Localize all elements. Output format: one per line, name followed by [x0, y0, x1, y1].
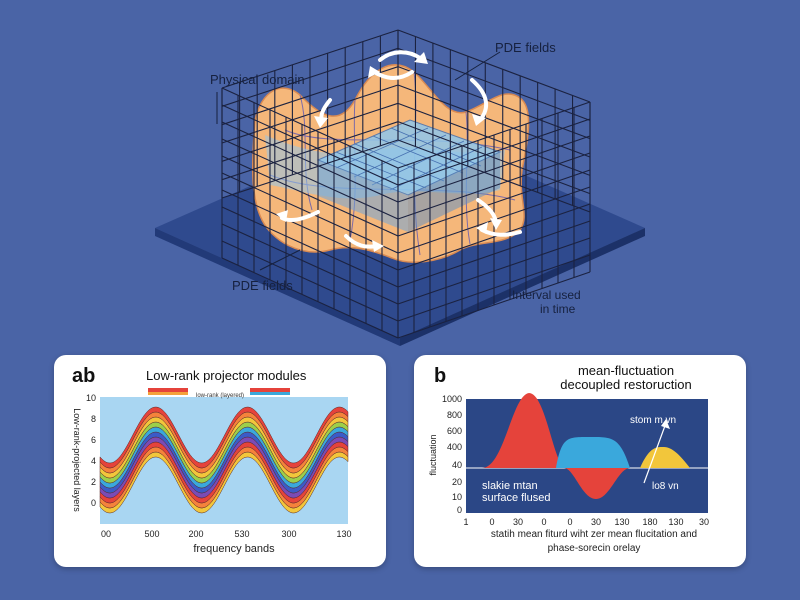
- tick-label: 800: [447, 410, 462, 420]
- caption-line2: phase-sorecin orelay: [548, 543, 641, 554]
- label-time-line2: in time: [540, 302, 576, 316]
- tick-label: 40: [452, 460, 462, 470]
- panel-b-ylabel: fluctuation: [428, 434, 438, 475]
- panel-b-letter: b: [434, 365, 447, 387]
- annotation-top: stom m vn: [630, 415, 676, 426]
- yellow-lobe: [640, 446, 690, 468]
- tick-label: 0: [489, 517, 494, 527]
- arrow-head-icon: [368, 66, 380, 78]
- arrow-head-icon: [372, 240, 384, 252]
- tick-label: 130: [614, 517, 629, 527]
- tick-label: 10: [86, 393, 96, 403]
- tick-label: 00: [101, 529, 111, 539]
- inner-label-line2: surface flused: [482, 492, 550, 504]
- label-pde-fields-top: PDE fields: [495, 40, 556, 55]
- wireframe-cage: [221, 29, 591, 339]
- label-physical-domain: Physical domain: [210, 72, 305, 87]
- tick-label: 4: [91, 456, 96, 466]
- tick-label: 8: [91, 414, 96, 424]
- panel-a-ylabel: Low-rank-projected layers: [72, 408, 82, 512]
- caption-line1: statih mean fiturd wiht zer mean flucita…: [491, 529, 697, 540]
- arrow-head-icon: [414, 52, 428, 64]
- tick-label: 2: [91, 477, 96, 487]
- inner-label-line1: slakie mtan: [482, 480, 538, 492]
- tick-label: 0: [457, 505, 462, 515]
- annotation-low: lo8 vn: [652, 481, 679, 492]
- arrow-head-icon: [472, 114, 486, 126]
- arrow-head-icon: [314, 116, 328, 128]
- tick-label: 6: [91, 435, 96, 445]
- tick-label: 0: [91, 498, 96, 508]
- panel-b-title-line2: decoupled restoruction: [560, 377, 692, 392]
- panel-a-xlabel: frequency bands: [193, 543, 275, 555]
- leader-lines: [216, 51, 501, 271]
- tick-label: 30: [513, 517, 523, 527]
- tick-label: 1000: [442, 394, 462, 404]
- panel-b-plot: stom m vn lo8 vn slakie mtan surface flu…: [428, 393, 709, 554]
- tick-label: 200: [188, 529, 203, 539]
- tick-label: 530: [234, 529, 249, 539]
- wave-band: [99, 406, 349, 469]
- tick-label: 1: [463, 517, 468, 527]
- annotation-arrow: [643, 422, 667, 484]
- rotation-arrows: [276, 50, 522, 252]
- blue-lobe: [556, 436, 630, 468]
- arrow-icon: [378, 50, 422, 62]
- tick-label: 130: [668, 517, 683, 527]
- tick-label: 500: [144, 529, 159, 539]
- tick-label: 30: [591, 517, 601, 527]
- tick-label: 600: [447, 426, 462, 436]
- tick-label: 20: [452, 477, 462, 487]
- tick-label: 130: [336, 529, 351, 539]
- panel-b: b mean-fluctuation decoupled restoructio…: [414, 355, 746, 567]
- tick-label: 0: [567, 517, 572, 527]
- legend: low-rank (layered): [148, 388, 290, 399]
- tick-label: 10: [452, 492, 462, 502]
- panel-b-title-line1: mean-fluctuation: [577, 363, 675, 378]
- legend-text: low-rank (layered): [196, 393, 244, 399]
- tick-label: 180: [642, 517, 657, 527]
- label-time-line1: Interval used: [512, 288, 581, 302]
- panel-a-title: Low-rank projector modules: [146, 368, 307, 383]
- wave-bands: [99, 406, 349, 514]
- arrow-head-icon: [661, 419, 670, 429]
- label-pde-fields-bottom: PDE fields: [232, 278, 293, 293]
- tick-label: 30: [699, 517, 709, 527]
- tick-label: 400: [447, 442, 462, 452]
- panel-a: ab Low-rank projector modules low-rank (…: [54, 355, 386, 567]
- arrow-head-icon: [276, 210, 288, 222]
- arrow-head-icon: [476, 222, 488, 234]
- red-positive-lobe: [482, 393, 566, 468]
- panel-a-plot: low-rank (layered) Low-rank-projected la…: [72, 388, 352, 555]
- arrow-head-icon: [490, 218, 502, 230]
- inner-grid: [316, 119, 502, 232]
- tick-label: 0: [541, 517, 546, 527]
- panel-a-letter: ab: [72, 365, 96, 387]
- red-negative-lobe: [564, 468, 630, 499]
- tick-label: 300: [281, 529, 296, 539]
- arrow-icon: [372, 70, 414, 80]
